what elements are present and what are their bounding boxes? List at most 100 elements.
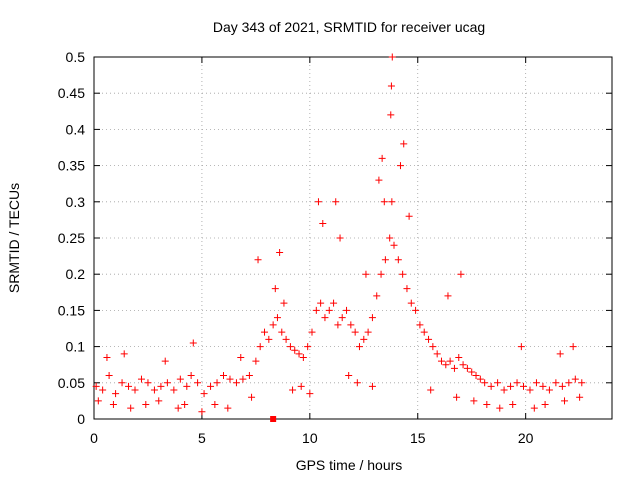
data-point bbox=[375, 176, 383, 184]
chart-title: Day 343 of 2021, SRMTID for receiver uca… bbox=[213, 19, 485, 35]
data-point bbox=[99, 386, 107, 394]
data-point bbox=[105, 372, 113, 380]
data-point bbox=[232, 379, 240, 387]
x-tick-label: 20 bbox=[518, 430, 534, 446]
y-axis-label: SRMTID / TECUs bbox=[6, 183, 22, 293]
data-point bbox=[297, 382, 305, 390]
data-point bbox=[394, 256, 402, 264]
y-tick-label: 0.05 bbox=[58, 375, 85, 391]
data-point bbox=[565, 379, 573, 387]
data-point bbox=[416, 321, 424, 329]
data-point bbox=[183, 382, 191, 390]
data-point bbox=[125, 382, 133, 390]
data-point bbox=[569, 343, 577, 351]
data-point bbox=[380, 198, 388, 206]
data-point bbox=[207, 382, 215, 390]
data-point bbox=[271, 285, 279, 293]
data-point bbox=[468, 368, 476, 376]
data-point bbox=[373, 292, 381, 300]
data-point bbox=[170, 386, 178, 394]
data-point bbox=[94, 397, 102, 405]
data-point bbox=[278, 328, 286, 336]
data-point bbox=[399, 270, 407, 278]
grid-lines bbox=[94, 57, 612, 419]
data-point bbox=[220, 372, 227, 380]
data-point bbox=[470, 397, 478, 405]
data-point bbox=[494, 379, 502, 387]
data-point bbox=[483, 401, 491, 409]
data-point bbox=[433, 350, 441, 358]
x-axis-label: GPS time / hours bbox=[296, 457, 403, 473]
data-point bbox=[387, 82, 395, 90]
data-point bbox=[425, 335, 433, 343]
data-point bbox=[381, 256, 389, 264]
data-point bbox=[355, 343, 363, 351]
y-tick-label: 0.35 bbox=[58, 158, 85, 174]
data-point bbox=[405, 212, 413, 220]
data-point bbox=[256, 343, 264, 351]
data-point bbox=[334, 321, 342, 329]
data-point bbox=[150, 386, 158, 394]
data-point bbox=[109, 401, 117, 409]
data-point bbox=[496, 404, 504, 412]
data-point bbox=[526, 386, 534, 394]
data-point bbox=[144, 379, 152, 387]
data-point bbox=[200, 390, 208, 398]
data-point bbox=[325, 306, 333, 314]
data-point bbox=[476, 375, 484, 383]
x-tick-label: 15 bbox=[410, 430, 426, 446]
data-point bbox=[463, 364, 471, 372]
data-point bbox=[459, 361, 467, 369]
data-point bbox=[92, 382, 100, 390]
data-point bbox=[368, 382, 376, 390]
data-point bbox=[112, 390, 120, 398]
data-point bbox=[269, 321, 277, 329]
data-point bbox=[224, 404, 232, 412]
data-point bbox=[429, 343, 437, 351]
data-point bbox=[265, 335, 273, 343]
data-point bbox=[545, 386, 553, 394]
data-point bbox=[174, 404, 182, 412]
data-point bbox=[291, 346, 299, 354]
data-point bbox=[155, 397, 163, 405]
data-point bbox=[252, 357, 260, 365]
data-point bbox=[338, 314, 346, 322]
data-point bbox=[444, 292, 452, 300]
data-point bbox=[507, 382, 515, 390]
data-point bbox=[120, 350, 128, 358]
data-point bbox=[343, 306, 351, 314]
data-point bbox=[273, 314, 281, 322]
data-point bbox=[295, 350, 303, 358]
data-point bbox=[198, 408, 206, 416]
data-point bbox=[378, 154, 386, 162]
data-point bbox=[576, 393, 584, 401]
y-tick-label: 0 bbox=[77, 411, 85, 427]
data-point bbox=[103, 353, 111, 361]
data-point bbox=[412, 306, 420, 314]
data-point bbox=[368, 314, 376, 322]
data-point bbox=[403, 285, 411, 293]
data-point bbox=[578, 379, 586, 387]
data-point bbox=[286, 343, 294, 351]
data-point bbox=[377, 270, 385, 278]
data-point bbox=[388, 198, 396, 206]
data-point bbox=[289, 386, 297, 394]
data-point bbox=[450, 364, 458, 372]
data-point bbox=[317, 299, 325, 307]
data-point bbox=[455, 353, 463, 361]
data-point bbox=[347, 321, 355, 329]
data-point bbox=[353, 379, 361, 387]
x-tick-label: 0 bbox=[90, 430, 98, 446]
data-point bbox=[437, 357, 445, 365]
data-point bbox=[552, 379, 560, 387]
y-tick-label: 0.15 bbox=[58, 302, 85, 318]
data-point bbox=[360, 335, 368, 343]
x-tick-label: 10 bbox=[302, 430, 318, 446]
data-point bbox=[261, 328, 269, 336]
data-point bbox=[351, 328, 359, 336]
data-point bbox=[127, 404, 135, 412]
data-point bbox=[500, 386, 508, 394]
x-tick-label: 5 bbox=[198, 430, 206, 446]
data-point bbox=[556, 350, 564, 358]
